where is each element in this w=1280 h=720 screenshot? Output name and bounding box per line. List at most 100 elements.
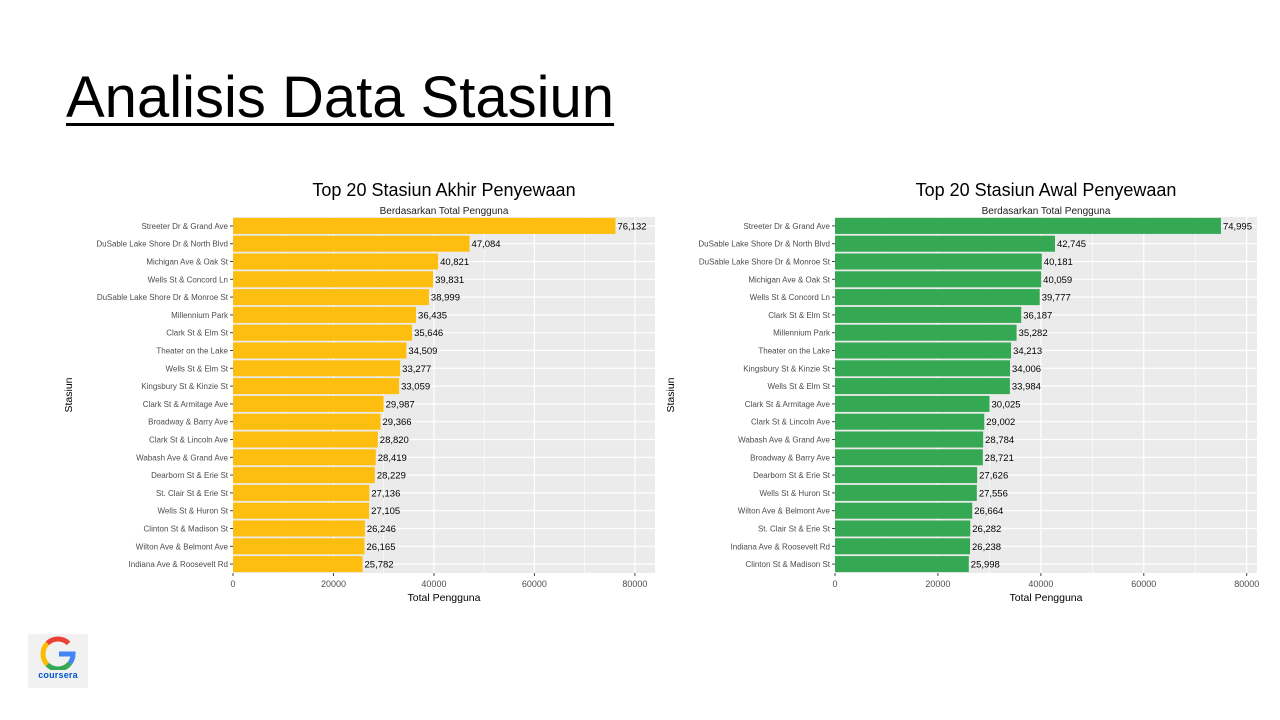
data-label: 28,721 (985, 453, 1014, 464)
bar (233, 324, 413, 341)
chart-title: Top 20 Stasiun Awal Penyewaan (916, 180, 1177, 200)
coursera-wordmark: coursera (38, 670, 78, 680)
y-tick-label: Kingsbury St & Kinzie St (743, 364, 830, 373)
x-tick-label: 60000 (522, 579, 547, 589)
chart-start-stations: Top 20 Stasiun Awal Penyewaan Berdasarkan… (660, 172, 1280, 612)
data-label: 38,999 (431, 293, 460, 304)
google-g-icon (40, 636, 76, 670)
y-tick-label: Broadway & Barry Ave (148, 418, 228, 427)
bar (233, 556, 363, 573)
bar (233, 395, 384, 412)
x-tick-label: 80000 (622, 579, 647, 589)
bar (233, 253, 439, 270)
x-tick-label: 60000 (1131, 579, 1156, 589)
data-label: 33,059 (401, 382, 430, 393)
y-axis-title: Stasiun (665, 377, 677, 412)
data-label: 26,282 (972, 524, 1001, 535)
bar (835, 467, 978, 484)
y-tick-label: Streeter Dr & Grand Ave (141, 222, 228, 231)
data-label: 26,246 (367, 524, 396, 535)
y-tick-label: DuSable Lake Shore Dr & Monroe St (699, 258, 831, 267)
bar (233, 271, 434, 288)
y-tick-label: Millennium Park (171, 311, 229, 320)
data-label: 40,821 (440, 257, 469, 268)
bar (233, 306, 417, 323)
y-tick-label: Wabash Ave & Grand Ave (136, 453, 228, 462)
y-tick-label: DuSable Lake Shore Dr & North Blvd (698, 240, 830, 249)
bar (835, 217, 1221, 234)
x-axis-title: Total Pengguna (408, 592, 481, 604)
data-label: 34,006 (1012, 364, 1041, 375)
data-label: 34,509 (408, 346, 437, 357)
y-tick-label: Clark St & Lincoln Ave (149, 436, 229, 445)
x-tick-label: 0 (230, 579, 235, 589)
chart-subtitle: Berdasarkan Total Pengguna (380, 206, 509, 217)
data-label: 42,745 (1057, 239, 1086, 250)
y-tick-label: Broadway & Barry Ave (750, 453, 830, 462)
bar (233, 378, 400, 395)
bar (835, 502, 973, 519)
bar (233, 342, 407, 359)
data-label: 30,025 (992, 399, 1021, 410)
data-label: 35,282 (1019, 328, 1048, 339)
bar (835, 324, 1017, 341)
data-label: 33,984 (1012, 382, 1041, 393)
plot-panel (233, 217, 655, 573)
data-label: 26,165 (366, 542, 395, 553)
y-tick-label: Wabash Ave & Grand Ave (738, 436, 830, 445)
y-tick-label: Clinton St & Madison St (144, 525, 229, 534)
data-label: 76,132 (617, 221, 646, 232)
bar (233, 217, 616, 234)
bar (835, 342, 1012, 359)
data-label: 29,987 (386, 399, 415, 410)
data-label: 29,002 (986, 417, 1015, 428)
bar (835, 360, 1011, 377)
bar (835, 484, 977, 501)
data-label: 39,777 (1042, 293, 1071, 304)
data-label: 33,277 (402, 364, 431, 375)
bar (835, 289, 1040, 306)
bar (835, 306, 1022, 323)
google-coursera-logo: coursera (28, 634, 88, 688)
data-label: 28,229 (377, 471, 406, 482)
y-tick-label: Wells St & Concord Ln (750, 293, 830, 302)
data-label: 74,995 (1223, 221, 1252, 232)
chart-subtitle: Berdasarkan Total Pengguna (982, 206, 1111, 217)
y-tick-label: Dearborn St & Erie St (753, 471, 831, 480)
bar (835, 431, 984, 448)
y-tick-label: Clark St & Armitage Ave (143, 400, 229, 409)
bar (835, 253, 1042, 270)
data-label: 39,831 (435, 275, 464, 286)
data-label: 25,782 (365, 560, 394, 571)
bar (233, 431, 378, 448)
chart-title: Top 20 Stasiun Akhir Penyewaan (312, 180, 575, 200)
y-tick-label: Clinton St & Madison St (746, 560, 831, 569)
data-label: 28,820 (380, 435, 409, 446)
x-tick-label: 40000 (421, 579, 446, 589)
bar (835, 413, 985, 430)
y-tick-label: Wells St & Elm St (767, 382, 830, 391)
bar (835, 538, 971, 555)
bar (233, 360, 401, 377)
data-label: 47,084 (472, 239, 501, 250)
y-tick-label: Michigan Ave & Oak St (748, 275, 830, 284)
bar (233, 289, 429, 306)
y-tick-label: Michigan Ave & Oak St (146, 258, 228, 267)
bar (233, 520, 365, 537)
data-label: 36,187 (1023, 310, 1052, 321)
y-tick-label: Wilton Ave & Belmont Ave (136, 542, 229, 551)
bar (233, 413, 381, 430)
chart-start-stations-svg: Top 20 Stasiun Awal Penyewaan Berdasarkan… (665, 180, 1259, 604)
bar (233, 538, 365, 555)
x-axis-title: Total Pengguna (1010, 592, 1083, 604)
slide-title: Analisis Data Stasiun (66, 65, 615, 130)
x-tick-label: 20000 (321, 579, 346, 589)
x-tick-label: 0 (832, 579, 837, 589)
bar (835, 378, 1010, 395)
data-label: 27,626 (979, 471, 1008, 482)
y-tick-label: Wells St & Huron St (759, 489, 830, 498)
bar (233, 502, 370, 519)
y-tick-label: Indiana Ave & Roosevelt Rd (731, 542, 830, 551)
bar (233, 484, 370, 501)
x-tick-label: 80000 (1234, 579, 1259, 589)
